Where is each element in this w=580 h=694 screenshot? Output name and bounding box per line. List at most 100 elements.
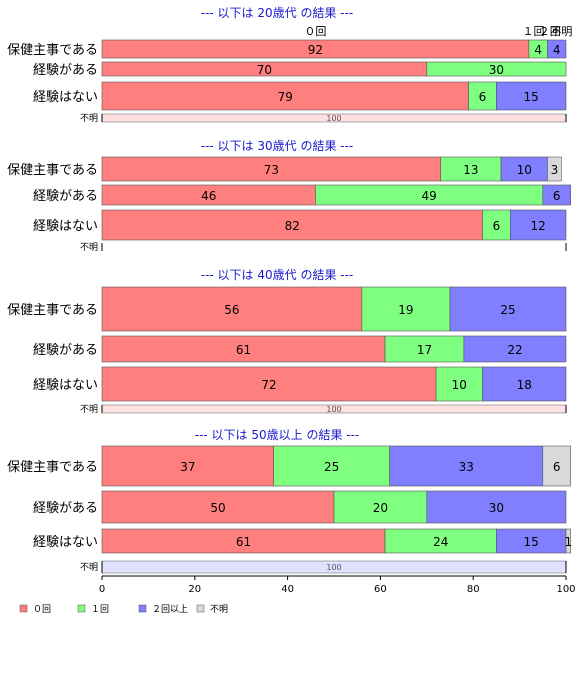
x-tick-label: 20 (188, 584, 201, 595)
x-tick-label: 80 (467, 584, 480, 595)
category-label: 経験はない (33, 378, 98, 393)
legend-label: ０回 (33, 604, 51, 615)
data-label: 10 (517, 163, 532, 177)
data-label: 100 (326, 563, 341, 572)
data-label: 24 (433, 535, 448, 549)
data-label: 100 (326, 114, 341, 123)
category-label: 経験はない (33, 219, 98, 234)
data-label: 13 (463, 163, 478, 177)
data-label: 25 (500, 303, 515, 317)
category-label: 保健主事である (7, 460, 98, 475)
bar-segment (273, 445, 390, 487)
bar-segment (384, 528, 497, 554)
bar-segment (101, 445, 274, 487)
data-label: 1 (564, 535, 572, 549)
bar-segment (463, 335, 567, 363)
bar-segment (542, 445, 571, 487)
panel-title: --- 以下は 40歳代 の結果 --- (201, 268, 354, 282)
data-label: 46 (201, 189, 216, 203)
bar-segment (101, 286, 363, 332)
data-label: 6 (553, 460, 561, 474)
bar-segment (547, 156, 562, 182)
data-label: 6 (493, 219, 501, 233)
data-label: 100 (326, 405, 341, 414)
bar-segment (101, 366, 437, 402)
legend-label: ２回以上 (152, 604, 188, 615)
data-label: 15 (524, 90, 539, 104)
x-tick-label: 0 (99, 584, 105, 595)
bar-segment (482, 209, 511, 241)
bar-segment (101, 156, 442, 182)
category-label: 不明 (80, 562, 98, 573)
data-label: 73 (264, 163, 279, 177)
data-label: 30 (489, 63, 504, 77)
data-label: 25 (324, 460, 339, 474)
category-label: 保健主事である (7, 43, 98, 58)
category-label: 不明 (80, 242, 98, 253)
data-label: 49 (421, 189, 436, 203)
category-label: 不明 (80, 404, 98, 415)
legend-label: 不明 (210, 604, 228, 615)
legend-swatch (77, 604, 86, 613)
bar-segment (101, 335, 386, 363)
data-label: 10 (452, 378, 467, 392)
category-label: 保健主事である (7, 163, 98, 178)
bar-segment (101, 490, 335, 524)
bar-segment (500, 156, 548, 182)
bar-segment (389, 445, 544, 487)
category-label: 保健主事である (7, 303, 98, 318)
bar-segment (482, 366, 567, 402)
data-label: 20 (373, 501, 388, 515)
data-label: 72 (261, 378, 276, 392)
bar-segment (542, 184, 571, 206)
data-label: 6 (553, 189, 561, 203)
bar-segment (565, 528, 571, 554)
legend-swatch (19, 604, 28, 613)
bar-segment (547, 39, 567, 59)
bar-segment (510, 209, 567, 241)
data-label: 19 (398, 303, 413, 317)
x-tick-label: 60 (374, 584, 387, 595)
bar-segment (440, 156, 502, 182)
data-label: 61 (236, 535, 251, 549)
series-top-label: ０回 (304, 25, 326, 38)
category-label: 経験はない (33, 535, 98, 550)
data-label: 70 (257, 63, 272, 77)
legend-swatch (196, 604, 205, 613)
data-label: 12 (531, 219, 546, 233)
category-label: 経験がある (33, 343, 98, 358)
data-label: 56 (224, 303, 239, 317)
data-label: 79 (278, 90, 293, 104)
bar-segment (361, 286, 451, 332)
data-label: 18 (517, 378, 532, 392)
series-top-label: １回 (523, 25, 545, 38)
panel-title: --- 以下は 30歳代 の結果 --- (201, 139, 354, 153)
data-label: 50 (210, 501, 225, 515)
bar-segment (426, 490, 567, 524)
bar-segment (101, 81, 469, 111)
data-label: 3 (551, 163, 559, 177)
bar-segment (435, 366, 483, 402)
data-label: 82 (285, 219, 300, 233)
legend-swatch (138, 604, 147, 613)
panel-title: --- 以下は 50歳以上 の結果 --- (195, 428, 360, 442)
bar-segment (426, 61, 567, 77)
data-label: 4 (534, 43, 542, 57)
panel-title: --- 以下は 20歳代 の結果 --- (201, 6, 354, 20)
data-label: 92 (308, 43, 323, 57)
legend-label: １回 (91, 604, 109, 615)
category-label: 経験がある (33, 63, 98, 78)
data-label: 17 (417, 343, 432, 357)
data-label: 30 (489, 501, 504, 515)
category-label: 不明 (80, 113, 98, 124)
x-tick-label: 40 (281, 584, 294, 595)
bar-segment (496, 81, 567, 111)
bar-segment (384, 335, 465, 363)
data-label: 15 (524, 535, 539, 549)
category-label: 経験がある (33, 189, 98, 204)
data-label: 6 (479, 90, 487, 104)
bar-segment (101, 528, 386, 554)
bar-segment (333, 490, 428, 524)
series-top-label: ２回 (539, 25, 561, 38)
